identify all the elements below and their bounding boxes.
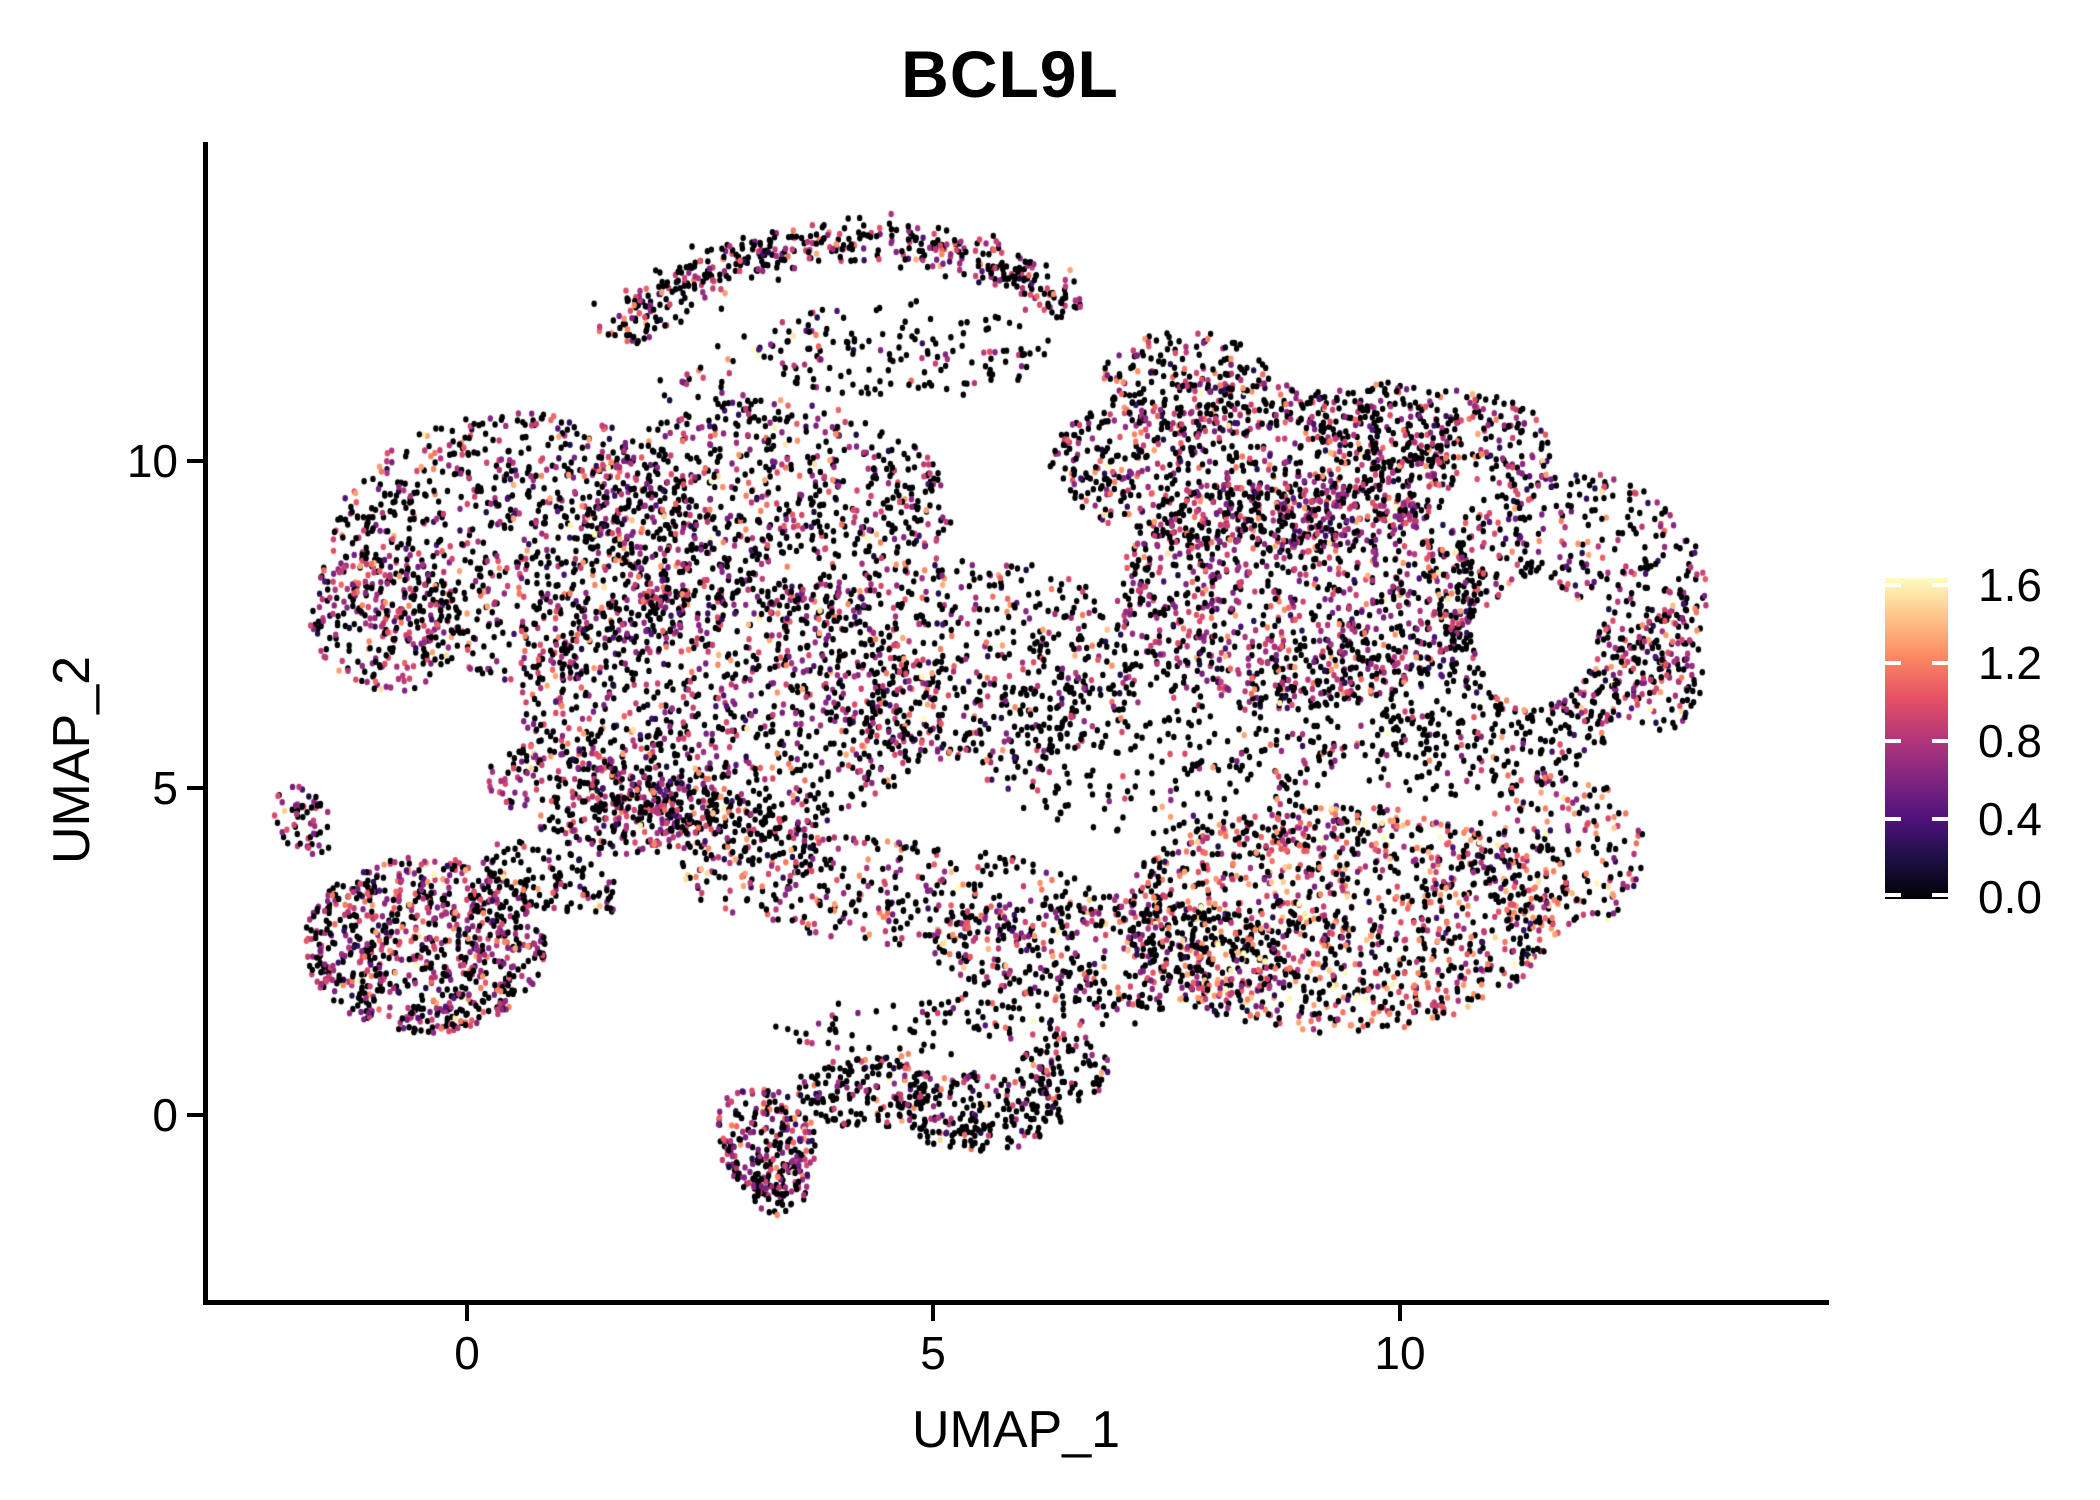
- x-axis-title: UMAP_1: [911, 1401, 1121, 1459]
- x-tick-label-10: 10: [1374, 1327, 1426, 1379]
- colorbar-gradient: [1885, 578, 1948, 899]
- y-tick-mark-0: [187, 1113, 203, 1117]
- plot-title: BCL9L: [901, 37, 1119, 111]
- y-tick-label-5: 5: [152, 762, 178, 814]
- colorbar-tick-1.6-right: [1932, 583, 1948, 587]
- colorbar-tick-0.8-right: [1932, 739, 1948, 743]
- y-tick-mark-10: [187, 459, 203, 463]
- colorbar-label-0.0: 0.0: [1978, 871, 2042, 923]
- colorbar-tick-1.6-left: [1885, 583, 1901, 587]
- x-tick-mark-10: [1398, 1305, 1402, 1321]
- x-tick-mark-0: [465, 1305, 469, 1321]
- y-tick-label-0: 0: [152, 1089, 178, 1141]
- colorbar-label-0.8: 0.8: [1978, 715, 2042, 767]
- y-tick-mark-5: [187, 786, 203, 790]
- colorbar-tick-0.0-right: [1932, 893, 1948, 897]
- colorbar-tick-0.0-left: [1885, 893, 1901, 897]
- x-tick-label-5: 5: [920, 1327, 946, 1379]
- y-axis-line: [203, 142, 208, 1305]
- colorbar-tick-0.4-right: [1932, 817, 1948, 821]
- colorbar-tick-1.2-left: [1885, 661, 1901, 665]
- x-tick-label-0: 0: [454, 1327, 480, 1379]
- y-axis-title: UMAP_2: [43, 655, 101, 865]
- x-tick-mark-5: [931, 1305, 935, 1321]
- x-axis-line: [203, 1300, 1829, 1305]
- colorbar-tick-0.4-left: [1885, 817, 1901, 821]
- colorbar-tick-1.2-right: [1932, 661, 1948, 665]
- colorbar-tick-0.8-left: [1885, 739, 1901, 743]
- y-tick-label-10: 10: [126, 435, 178, 487]
- colorbar-label-1.2: 1.2: [1978, 637, 2042, 689]
- colorbar-label-1.6: 1.6: [1978, 559, 2042, 611]
- colorbar-label-0.4: 0.4: [1978, 793, 2042, 845]
